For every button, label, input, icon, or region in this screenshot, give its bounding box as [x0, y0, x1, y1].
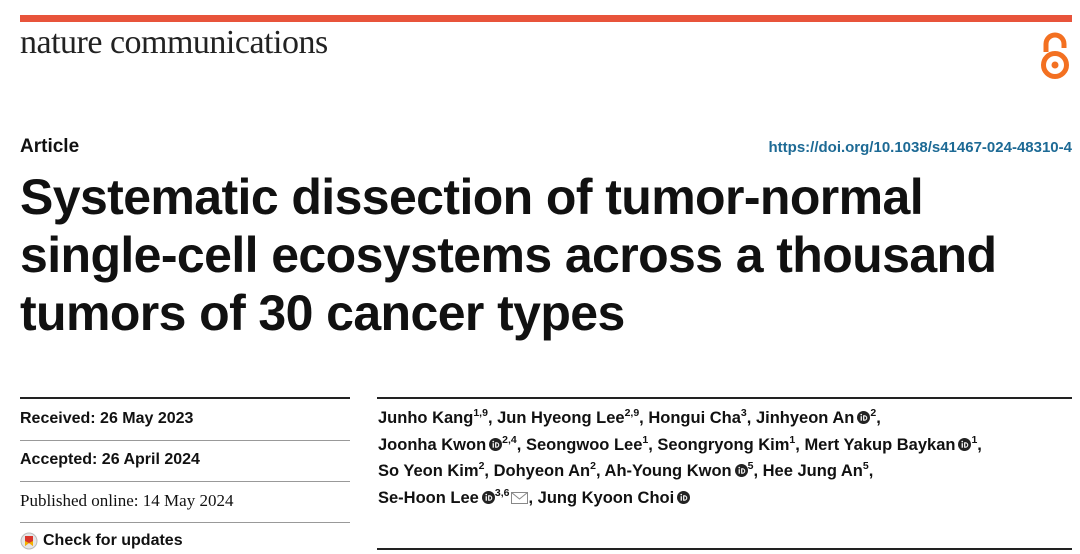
doi-link[interactable]: https://doi.org/10.1038/s41467-024-48310… [768, 139, 1073, 156]
author-name-text: Junho Kang [378, 409, 474, 427]
author-name[interactable]: Ah-Young Kwon 5 [604, 460, 754, 480]
affiliation-marker: 1,9 [473, 407, 488, 419]
author-name-text: Hee Jung An [762, 462, 863, 480]
author-name[interactable]: Jung Kyoon Choi [538, 489, 691, 507]
affiliation-marker: 2,9 [624, 407, 640, 419]
title-line: single-cell ecosystems across a thousand [20, 227, 997, 283]
affiliation-marker: 2 [870, 407, 877, 419]
title-line: tumors of 30 cancer types [20, 285, 625, 341]
author-name[interactable]: Seongwoo Lee1 [525, 433, 649, 454]
author-name-text: Jung Kyoon Choi [537, 488, 675, 507]
affiliation-marker: 3 [740, 407, 747, 419]
author-name-text: Mert Yakup Baykan [804, 435, 956, 454]
affiliation-marker: 2 [590, 460, 596, 472]
author-name-text: Dohyeon An [493, 462, 591, 480]
divider [20, 440, 350, 441]
article-type: Article [20, 136, 80, 157]
author-name[interactable]: Hongui Cha3 [648, 407, 747, 427]
published-date: Published online: 14 May 2024 [20, 491, 234, 510]
author-name[interactable]: Jun Hyeong Lee2,9 [497, 407, 640, 427]
check-for-updates-label: Check for updates [43, 532, 183, 549]
author-name-text: So Yeon Kim [378, 462, 479, 480]
accepted-date: Accepted: 26 April 2024 [20, 451, 200, 468]
check-for-updates-button[interactable]: Check for updates [20, 532, 183, 550]
author-name-text: Jun Hyeong Lee [497, 409, 625, 427]
received-date: Received: 26 May 2023 [20, 410, 194, 427]
journal-brand-bar [20, 15, 1072, 22]
orcid-icon[interactable] [677, 490, 691, 504]
author-name[interactable]: So Yeon Kim2 [378, 460, 485, 480]
divider [377, 548, 1072, 550]
check-for-updates-icon [20, 532, 38, 550]
orcid-icon[interactable] [734, 464, 748, 477]
email-icon[interactable] [511, 491, 529, 504]
divider [20, 522, 350, 523]
author-list: Junho Kang1,9, Jun Hyeong Lee2,9, Hongui… [378, 407, 982, 507]
affiliation-marker: 2,4 [502, 433, 517, 446]
divider [20, 397, 350, 399]
affiliation-marker: 5 [747, 460, 754, 472]
affiliation-marker: 5 [862, 460, 869, 472]
orcid-icon[interactable] [958, 437, 972, 451]
author-name-text: Ah-Young Kwon [604, 462, 732, 480]
author-name[interactable]: Dohyeon An2 [493, 460, 596, 480]
author-name[interactable]: Mert Yakup Baykan 1 [804, 433, 978, 454]
affiliation-marker: 1 [971, 433, 978, 446]
affiliation-marker: 3,6 [494, 486, 510, 499]
title-line: Systematic dissection of tumor-normal [20, 169, 924, 225]
author-name[interactable]: Junho Kang1,9 [378, 407, 488, 427]
orcid-icon[interactable] [857, 411, 871, 424]
author-name-text: Seongryong Kim [657, 435, 790, 454]
divider [377, 397, 1072, 399]
affiliation-marker: 1 [642, 433, 649, 446]
affiliation-marker: 1 [789, 433, 796, 446]
author-name-text: Joonha Kwon [378, 435, 487, 454]
author-name-text: Jinhyeon An [755, 409, 855, 427]
author-name-text: Hongui Cha [648, 409, 741, 427]
author-name[interactable]: Seongryong Kim1 [657, 433, 796, 454]
orcid-icon[interactable] [489, 437, 503, 451]
author-name[interactable]: Se-Hoon Lee 3,6 [378, 486, 529, 507]
author-name[interactable]: Hee Jung An5 [762, 460, 869, 480]
divider [20, 481, 350, 482]
open-access-icon [1041, 32, 1069, 79]
author-name[interactable]: Joonha Kwon 2,4 [378, 433, 517, 454]
article-title: Systematic dissection of tumor-normal si… [20, 168, 1070, 342]
journal-name: nature communications [20, 24, 328, 61]
author-name-text: Seongwoo Lee [525, 435, 643, 454]
author-name[interactable]: Jinhyeon An 2 [755, 407, 877, 427]
affiliation-marker: 2 [478, 460, 485, 472]
author-name-text: Se-Hoon Lee [378, 488, 479, 507]
orcid-icon[interactable] [481, 490, 495, 504]
